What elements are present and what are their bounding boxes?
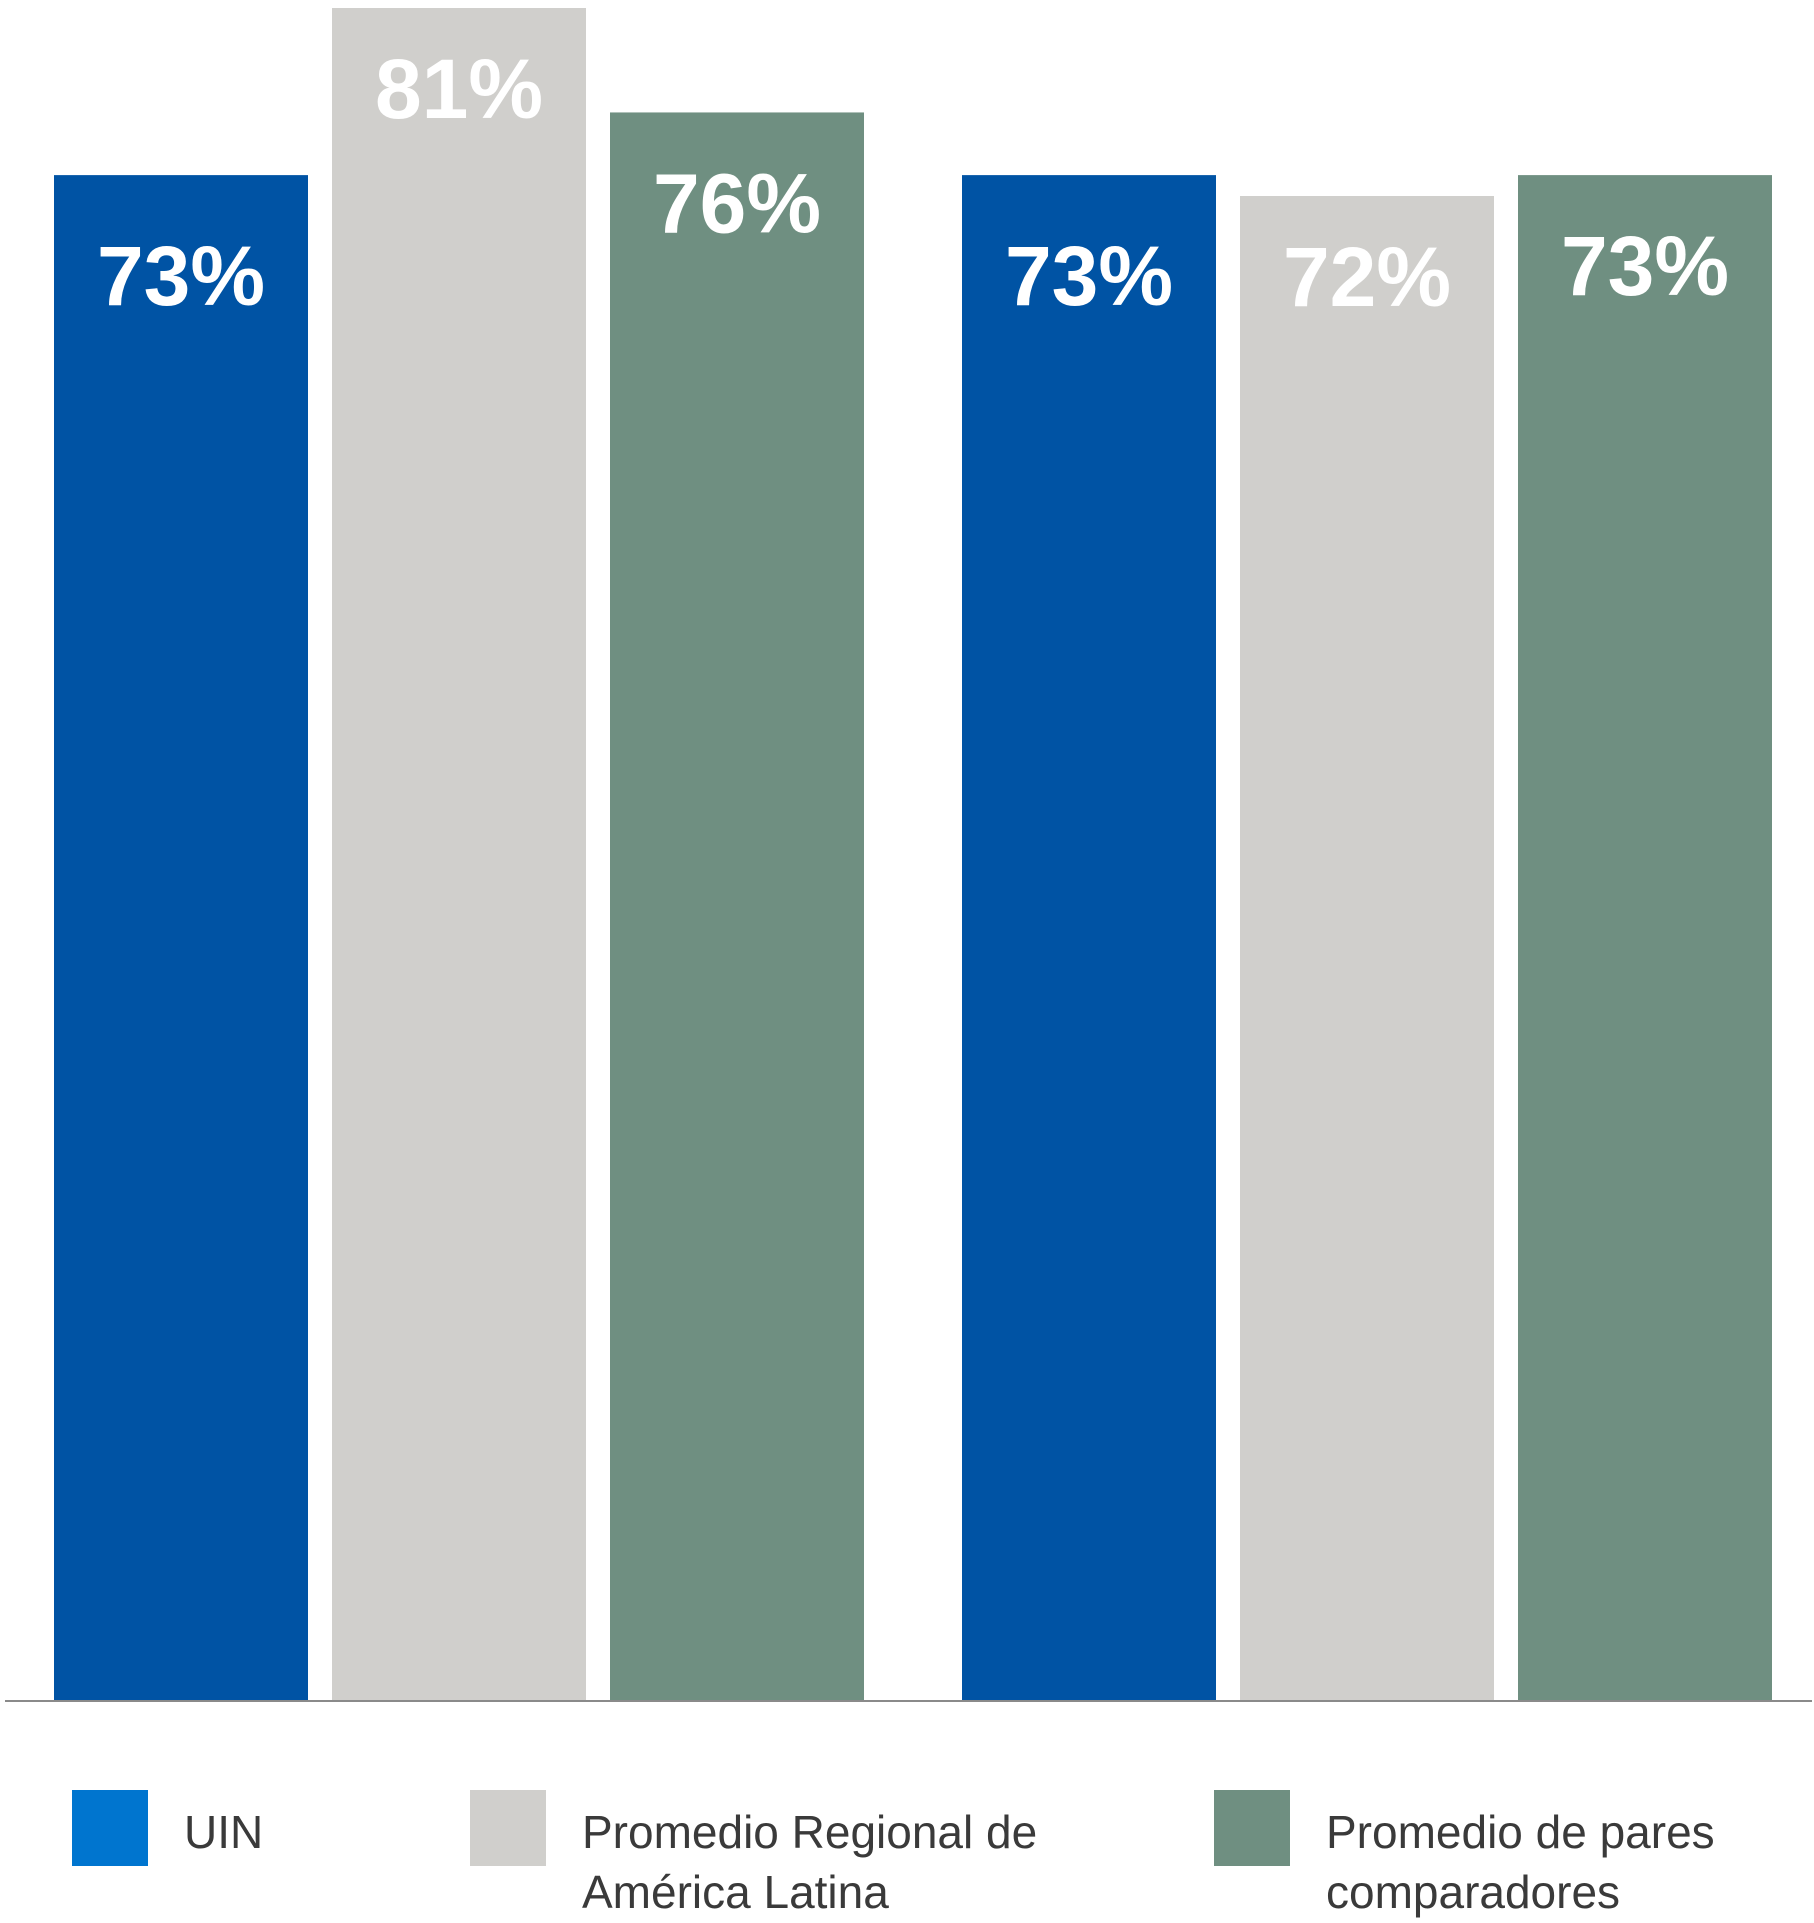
legend-label-uin: UIN <box>184 1806 264 1858</box>
legend-item-uin: UIN <box>72 1790 263 1866</box>
legend-label-peer-average: Promedio de pares comparadores <box>1326 1806 1715 1918</box>
legend-item-regional-average: Promedio Regional de América Latina <box>470 1790 1102 1922</box>
bar-chart: 73% 81% 76% 73% 72% 73% <box>5 8 1812 1702</box>
legend-swatch-uin <box>72 1790 148 1866</box>
legend-item-peer-average: Promedio de pares comparadores <box>1214 1790 1776 1922</box>
bar-uin-group-1 <box>54 175 308 1701</box>
bar-regional-average-group-2 <box>1240 196 1494 1700</box>
data-label-uin-group-2: 73% <box>1005 229 1173 323</box>
legend-swatch-peer-average <box>1214 1790 1290 1866</box>
bar-regional-average-group-1 <box>332 8 586 1700</box>
data-label-peer-average-group-1: 76% <box>653 156 821 250</box>
legend-swatch-regional-average <box>470 1790 546 1866</box>
data-label-regional-average-group-2: 72% <box>1283 230 1451 324</box>
legend: UIN Promedio Regional de América Latina … <box>0 1790 1814 1923</box>
bar-peer-average-group-2 <box>1518 175 1772 1701</box>
data-label-uin-group-1: 73% <box>97 229 265 323</box>
data-label-peer-average-group-2: 73% <box>1561 219 1729 313</box>
bar-peer-average-group-1 <box>610 112 864 1700</box>
bar-uin-group-2 <box>962 175 1216 1701</box>
legend-label-regional-average: Promedio Regional de América Latina <box>582 1806 1038 1918</box>
data-label-regional-average-group-1: 81% <box>375 42 543 136</box>
